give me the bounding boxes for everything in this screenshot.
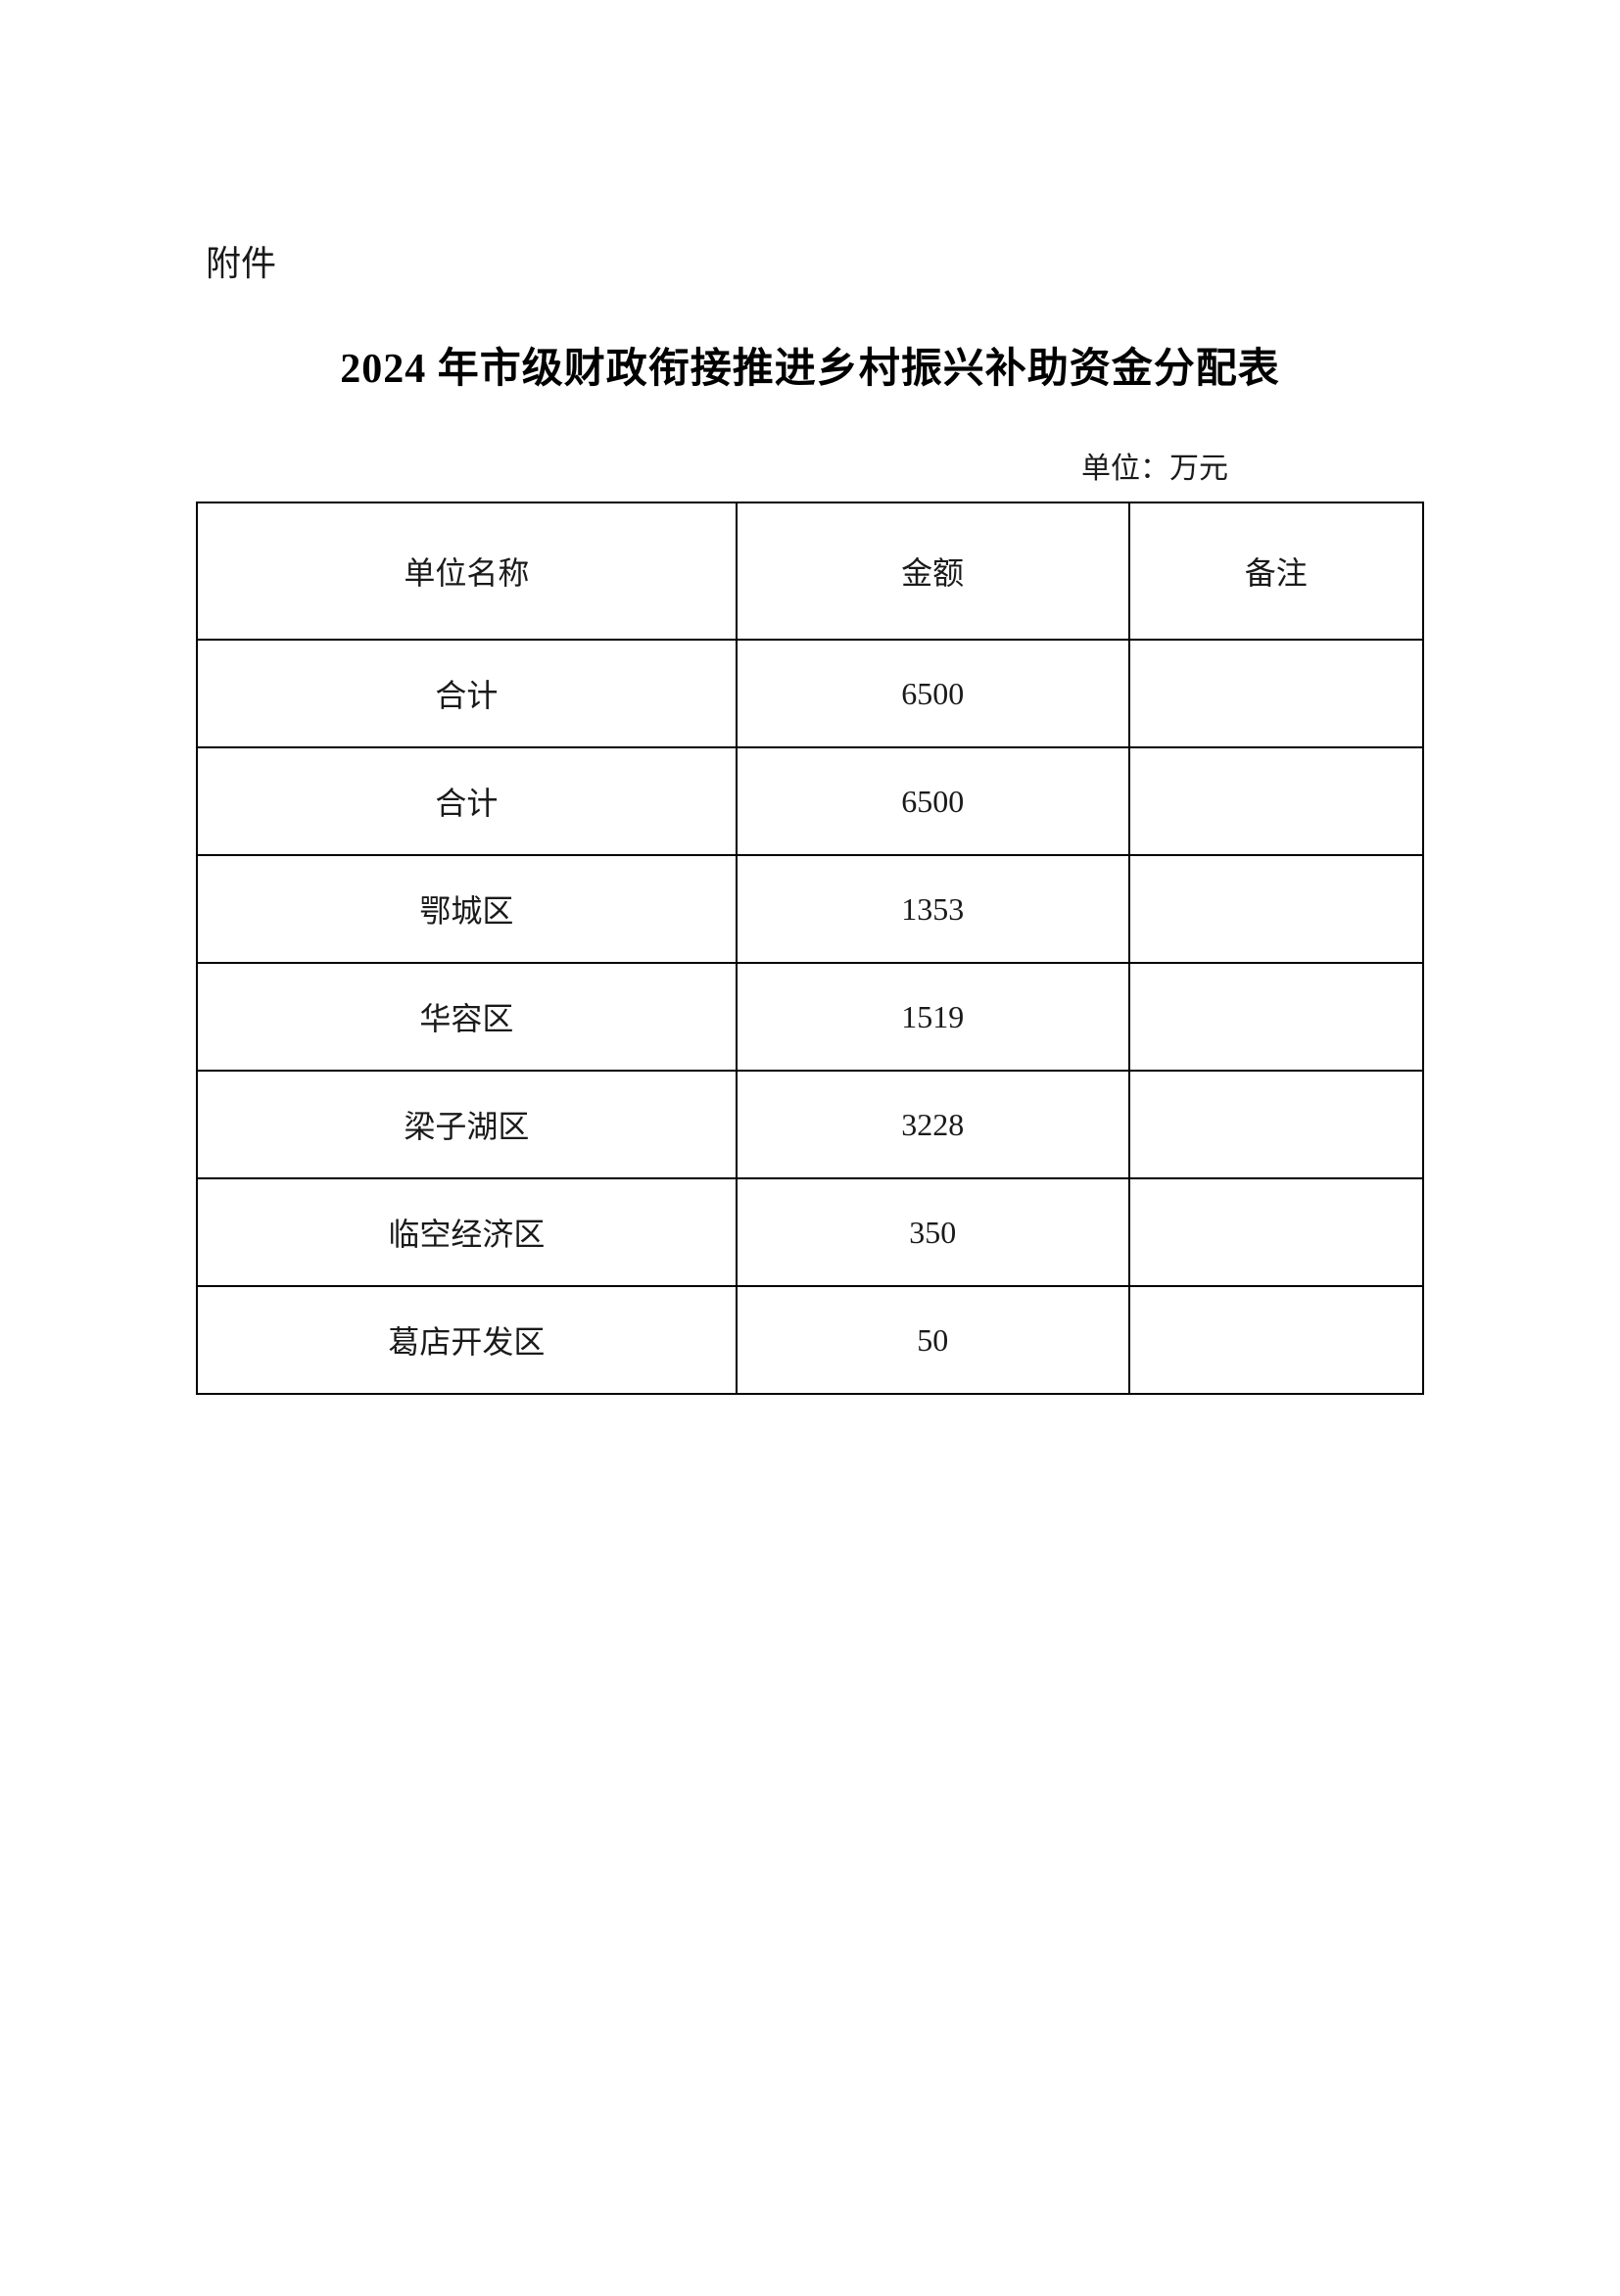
cell-amount: 6500 — [737, 640, 1129, 747]
column-header-name: 单位名称 — [197, 502, 737, 640]
cell-name: 梁子湖区 — [197, 1071, 737, 1178]
cell-note — [1129, 1178, 1424, 1286]
cell-name: 合计 — [197, 747, 737, 855]
cell-note — [1129, 1286, 1424, 1394]
column-header-note: 备注 — [1129, 502, 1424, 640]
cell-amount: 6500 — [737, 747, 1129, 855]
cell-amount: 1519 — [737, 963, 1129, 1071]
page-title: 2024 年市级财政衔接推进乡村振兴补助资金分配表 — [196, 335, 1424, 395]
cell-amount: 3228 — [737, 1071, 1129, 1178]
cell-amount: 350 — [737, 1178, 1129, 1286]
cell-note — [1129, 747, 1424, 855]
cell-note — [1129, 640, 1424, 747]
cell-name: 葛店开发区 — [197, 1286, 737, 1394]
table-row: 临空经济区 350 — [197, 1178, 1423, 1286]
cell-note — [1129, 1071, 1424, 1178]
cell-name: 临空经济区 — [197, 1178, 737, 1286]
document-page: 附件 2024 年市级财政衔接推进乡村振兴补助资金分配表 单位：万元 单位名称 … — [0, 0, 1620, 1493]
cell-amount: 1353 — [737, 855, 1129, 963]
table-row: 华容区 1519 — [197, 963, 1423, 1071]
cell-name: 鄂城区 — [197, 855, 737, 963]
cell-amount: 50 — [737, 1286, 1129, 1394]
column-header-amount: 金额 — [737, 502, 1129, 640]
cell-name: 合计 — [197, 640, 737, 747]
cell-name: 华容区 — [197, 963, 737, 1071]
attachment-label: 附件 — [206, 235, 1424, 286]
unit-label: 单位：万元 — [196, 444, 1424, 487]
allocation-table: 单位名称 金额 备注 合计 6500 合计 6500 鄂城区 1353 — [196, 502, 1424, 1395]
table-header-row: 单位名称 金额 备注 — [197, 502, 1423, 640]
cell-note — [1129, 855, 1424, 963]
table-row: 合计 6500 — [197, 747, 1423, 855]
table-row: 梁子湖区 3228 — [197, 1071, 1423, 1178]
cell-note — [1129, 963, 1424, 1071]
table-row: 合计 6500 — [197, 640, 1423, 747]
table-row: 鄂城区 1353 — [197, 855, 1423, 963]
table-row: 葛店开发区 50 — [197, 1286, 1423, 1394]
